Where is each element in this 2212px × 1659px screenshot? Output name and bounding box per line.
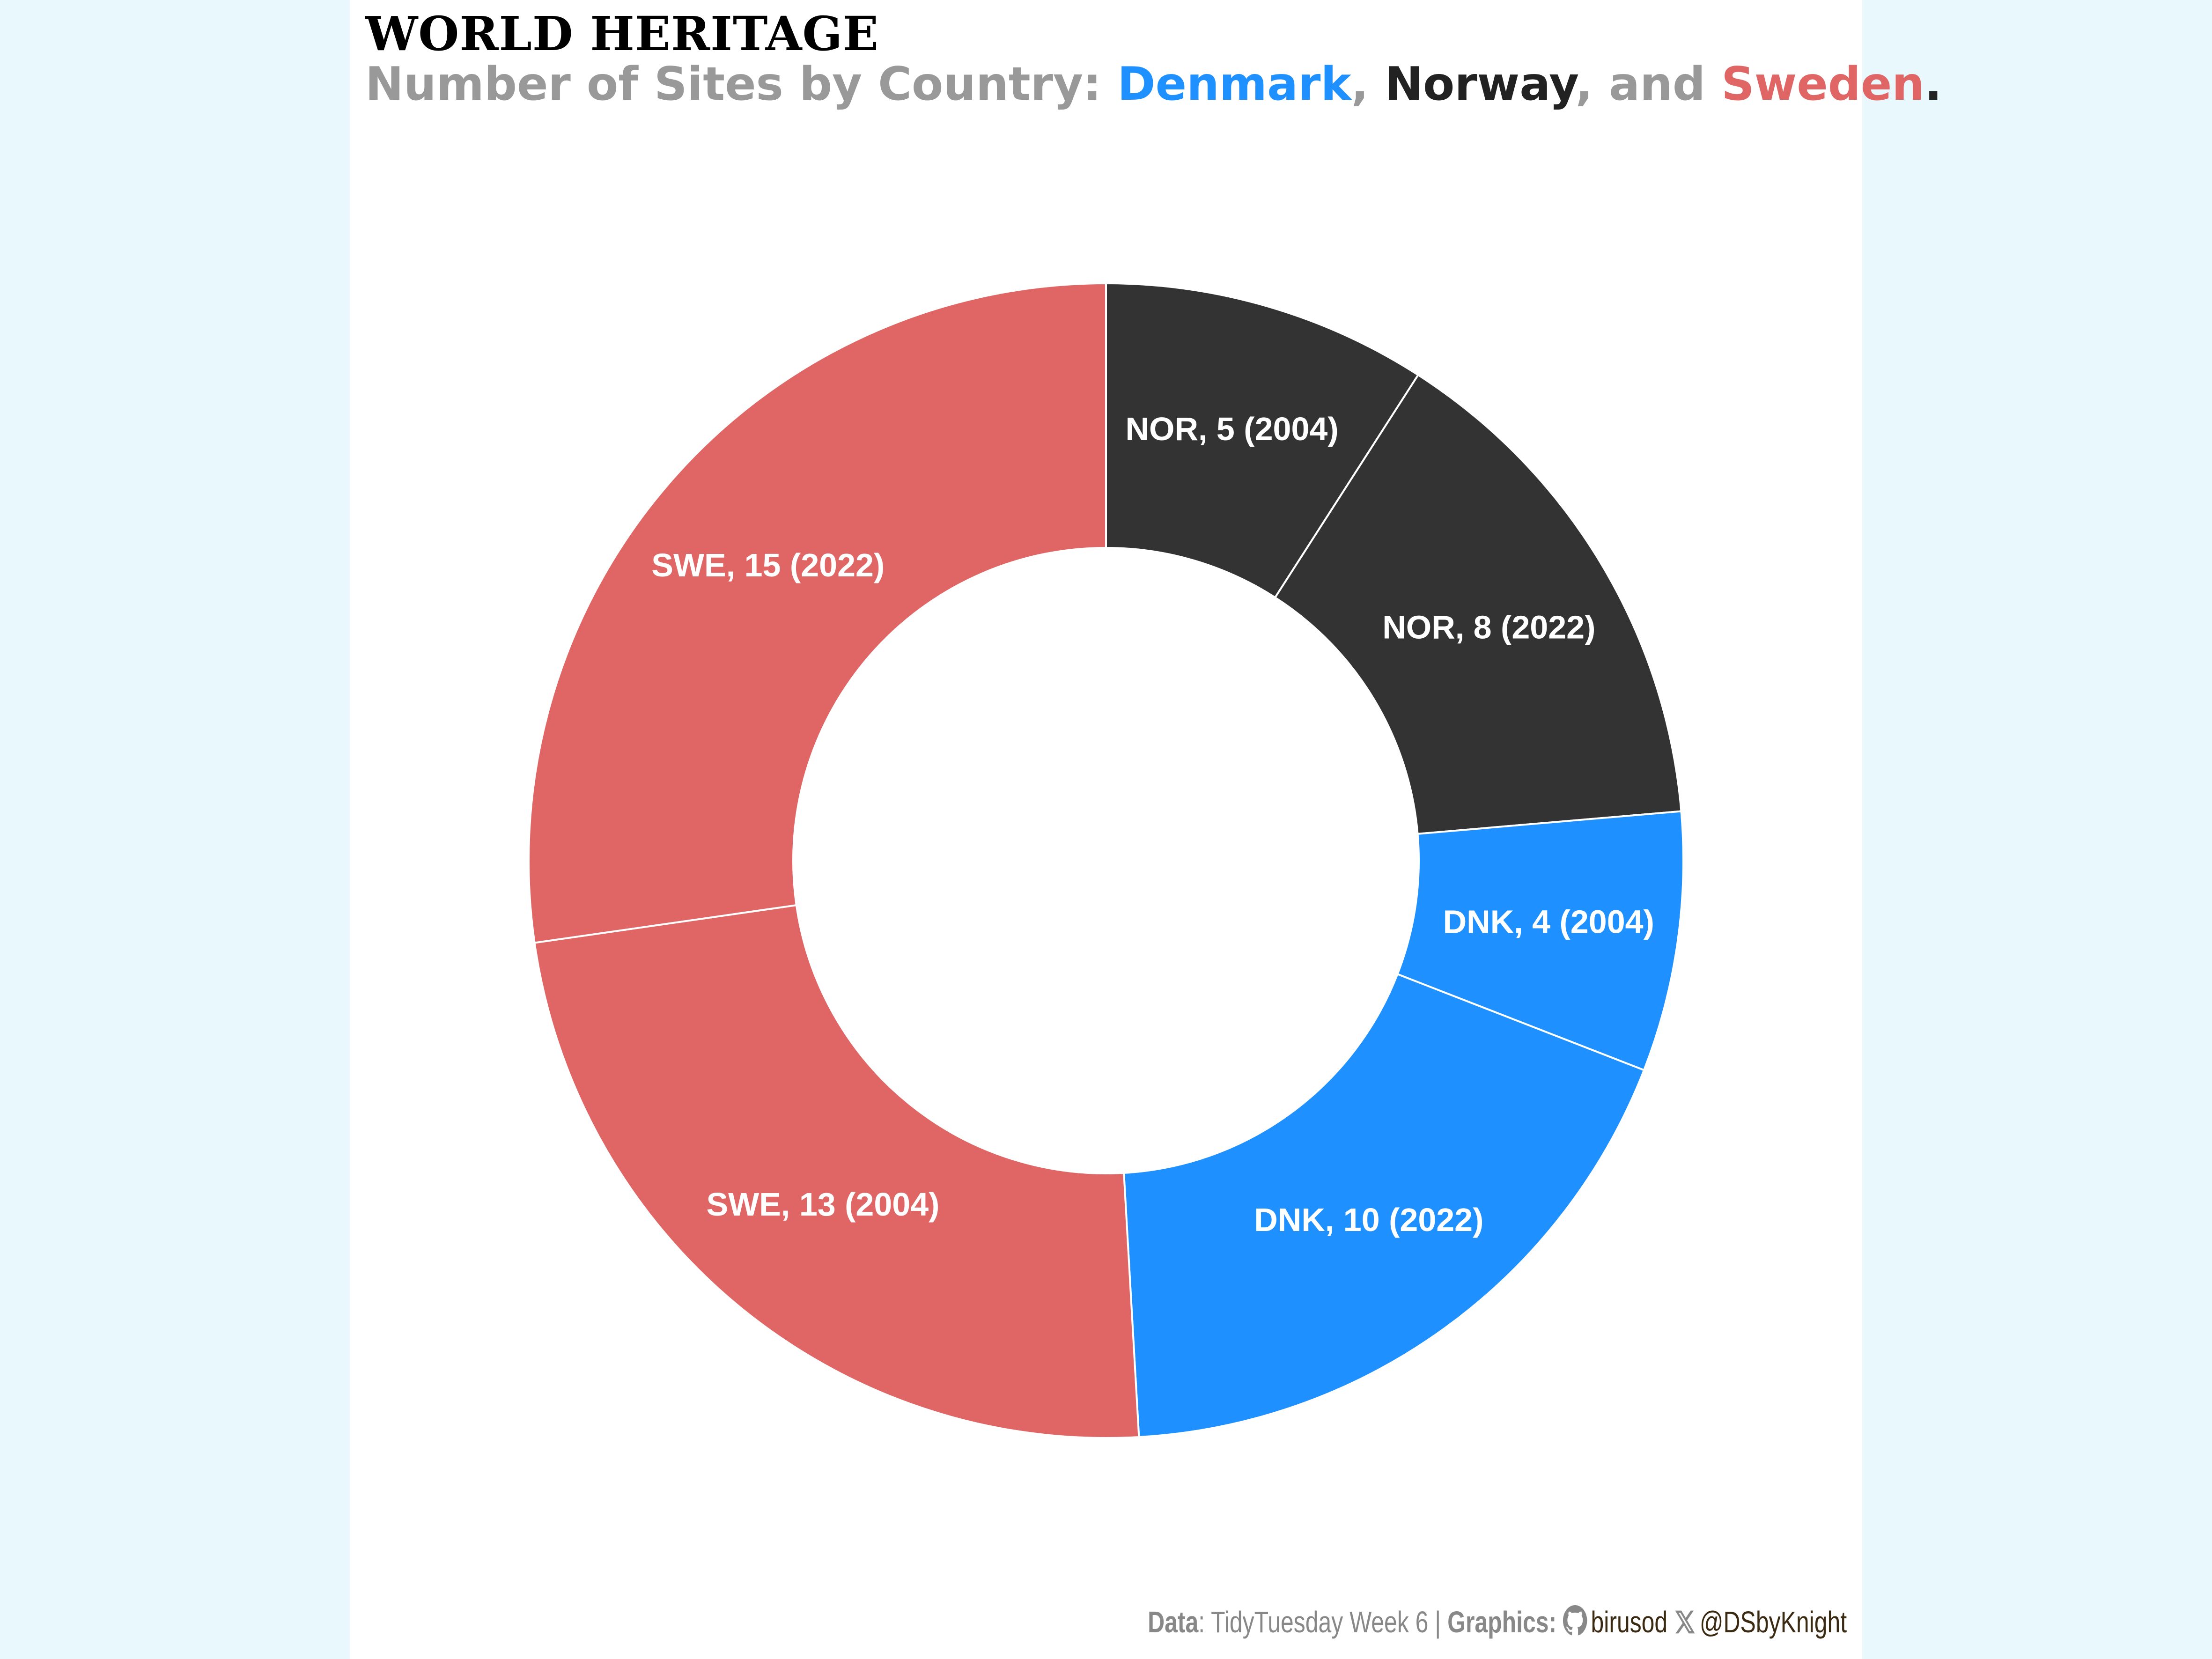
donut-slice-swe-2022: [528, 282, 1107, 944]
subtitle-sweden: Sweden: [1721, 58, 1925, 111]
github-handle: birusod: [1591, 1605, 1668, 1639]
caption: Data: TidyTuesday Week 6 | Graphics: biru…: [1148, 1605, 1847, 1641]
donut-slice-swe-2004: [533, 904, 1140, 1439]
chart-subtitle: Number of Sites by Country: Denmark, Nor…: [365, 57, 1942, 112]
caption-graphics-label: Graphics:: [1447, 1605, 1557, 1639]
caption-data-source: : TidyTuesday Week 6 |: [1198, 1605, 1447, 1639]
slice-label-swe-2004: SWE, 13 (2004): [706, 1186, 939, 1223]
slice-label-swe-2022: SWE, 15 (2022): [651, 547, 885, 583]
donut-slice-nor-2004: [1105, 282, 1420, 599]
github-icon: [1563, 1605, 1587, 1641]
caption-data-label: Data: [1147, 1605, 1199, 1639]
slice-label-nor-2004: NOR, 5 (2004): [1125, 411, 1338, 447]
donut-slice-dnk-2022: [1123, 973, 1645, 1438]
donut-slice-dnk-2004: [1396, 810, 1684, 1071]
x-handle: @DSbyKnight: [1699, 1605, 1847, 1639]
donut-labels: NOR, 5 (2004) NOR, 8 (2022) DNK, 4 (2004) D…: [651, 411, 1654, 1238]
subtitle-denmark: Denmark: [1117, 58, 1351, 111]
subtitle-separator: , and: [1575, 58, 1722, 111]
chart-title: WORLD HERITAGE: [365, 6, 879, 61]
donut-slice-nor-2022: [1274, 373, 1682, 835]
x-logo-icon: [1674, 1608, 1696, 1641]
slice-label-dnk-2022: DNK, 10 (2022): [1254, 1202, 1483, 1238]
donut-slices: [528, 282, 1684, 1439]
slice-label-nor-2022: NOR, 8 (2022): [1382, 609, 1595, 645]
subtitle-period: .: [1924, 58, 1942, 111]
subtitle-prefix: Number of Sites by Country:: [365, 58, 1118, 111]
subtitle-norway: Norway: [1384, 58, 1576, 111]
slice-label-dnk-2004: DNK, 4 (2004): [1443, 903, 1654, 940]
subtitle-separator: ,: [1351, 58, 1385, 111]
